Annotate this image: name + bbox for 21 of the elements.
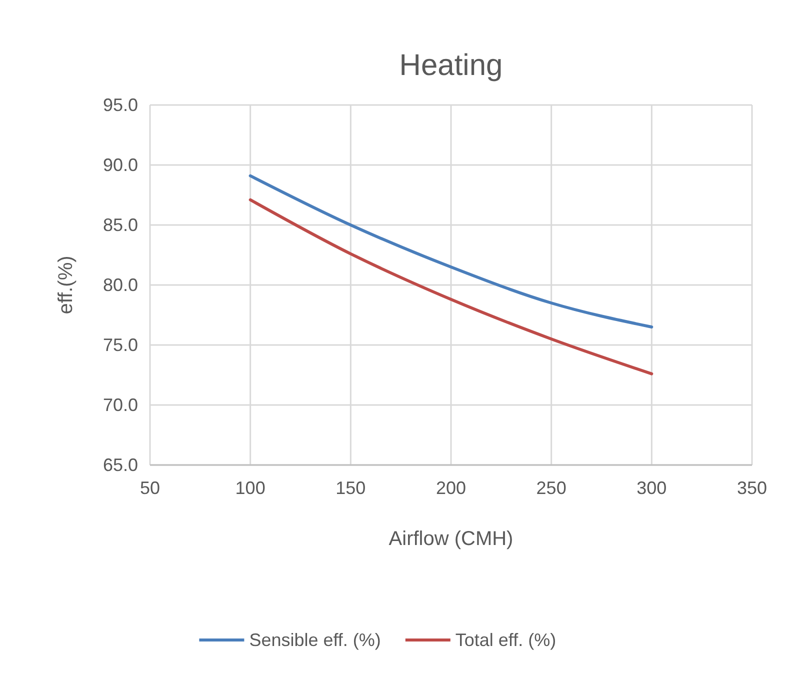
legend-label: Total eff. (%) [455,630,556,650]
x-tick-label: 50 [140,478,160,498]
y-tick-label: 75.0 [102,335,138,355]
chart-title: Heating [399,49,503,82]
x-tick-label: 250 [536,478,566,498]
x-tick-label: 300 [636,478,667,498]
x-axis-title: Airflow (CMH) [388,528,514,550]
y-tick-label: 70.0 [102,395,138,415]
y-tick-label: 90.0 [102,155,138,175]
x-tick-label: 350 [736,478,768,498]
y-tick-label: 80.0 [102,275,138,295]
y-axis-title: eff.(%) [55,256,77,314]
y-tick-label: 85.0 [102,215,138,235]
line-series [248,198,654,376]
legend-label: Sensible eff. (%) [249,630,381,650]
y-tick-label: 65.0 [102,455,138,475]
y-tick-label: 95.0 [102,95,138,115]
x-tick-label: 150 [336,478,366,498]
line-series [248,174,654,328]
x-tick-label: 100 [235,478,266,498]
x-tick-label: 200 [436,478,466,498]
